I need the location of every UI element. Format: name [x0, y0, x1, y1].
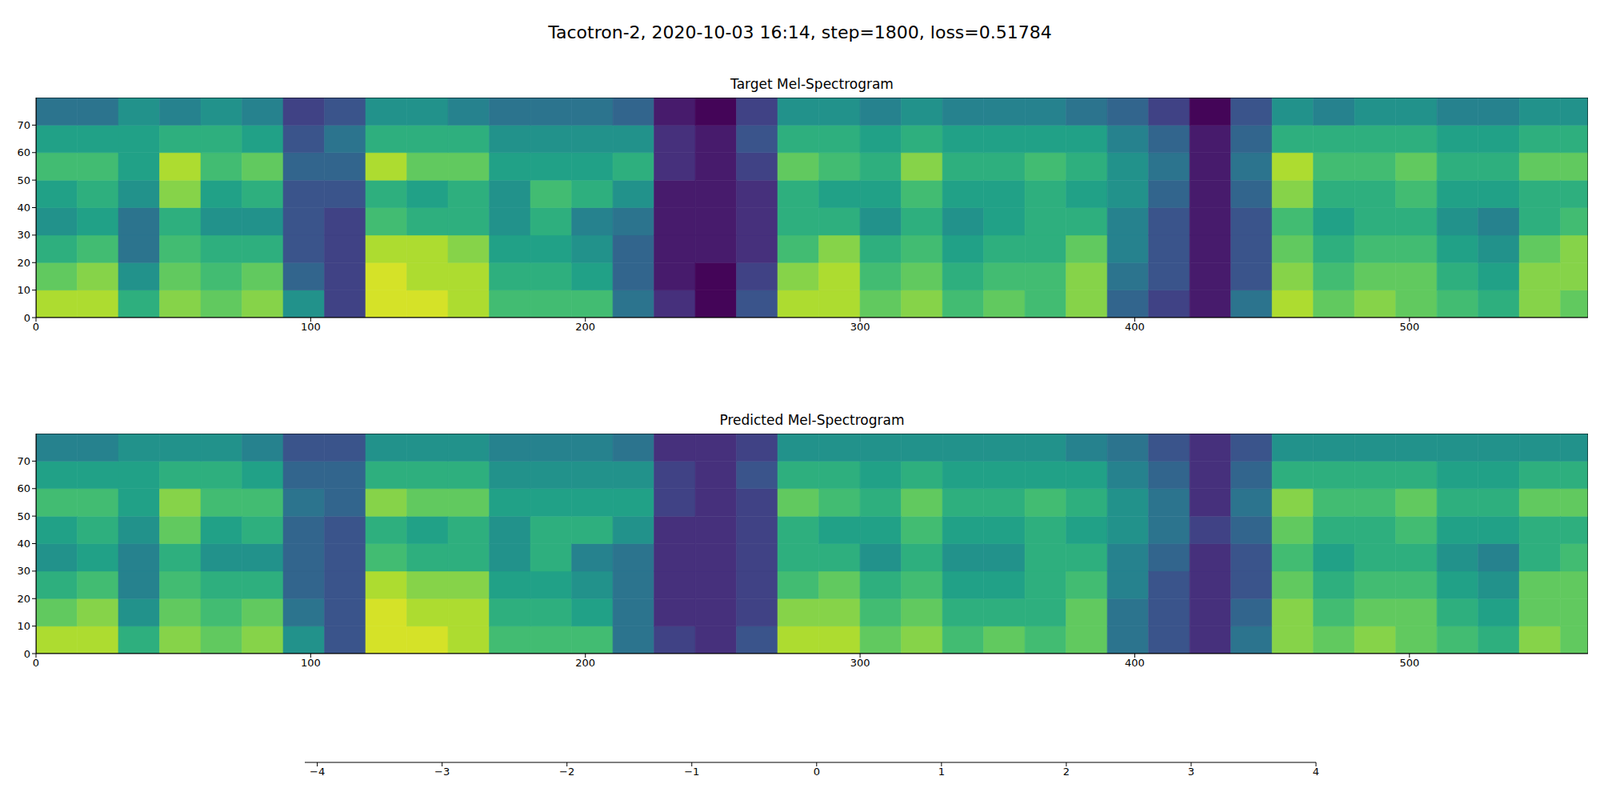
svg-text:1: 1 — [938, 765, 945, 778]
svg-text:10: 10 — [16, 620, 31, 632]
svg-text:−3: −3 — [434, 765, 450, 778]
svg-text:50: 50 — [16, 510, 31, 523]
svg-text:2: 2 — [1063, 765, 1070, 778]
svg-text:10: 10 — [16, 284, 31, 296]
svg-text:0: 0 — [24, 648, 31, 660]
svg-text:100: 100 — [300, 320, 321, 333]
svg-text:−4: −4 — [309, 765, 325, 778]
html-text:Tacotron-2, 2020-10-03 16:14,: Tacotron-2, 2020-10-03 16:14, step=1800,… — [548, 22, 1052, 43]
svg-text:500: 500 — [1399, 656, 1420, 669]
html-text:Predicted Mel-Spectrogram: Predicted Mel-Spectrogram — [719, 412, 905, 428]
svg-text:20: 20 — [16, 256, 31, 269]
svg-text:200: 200 — [575, 320, 596, 333]
svg-text:−2: −2 — [559, 765, 575, 778]
svg-text:0: 0 — [32, 656, 40, 669]
svg-text:500: 500 — [1399, 320, 1420, 333]
svg-text:0: 0 — [32, 320, 40, 333]
svg-text:30: 30 — [16, 228, 31, 241]
svg-text:40: 40 — [16, 537, 31, 550]
svg-text:300: 300 — [850, 656, 871, 669]
svg-text:70: 70 — [16, 119, 31, 132]
svg-text:400: 400 — [1124, 656, 1145, 669]
svg-text:0: 0 — [813, 765, 820, 778]
svg-text:4: 4 — [1312, 765, 1320, 778]
svg-text:20: 20 — [16, 592, 31, 605]
svg-text:50: 50 — [16, 174, 31, 187]
svg-text:200: 200 — [575, 656, 596, 669]
svg-text:100: 100 — [300, 656, 321, 669]
svg-text:300: 300 — [850, 320, 871, 333]
svg-text:−1: −1 — [684, 765, 700, 778]
svg-text:30: 30 — [16, 564, 31, 577]
svg-text:3: 3 — [1188, 765, 1195, 778]
html-text:Target Mel-Spectrogram: Target Mel-Spectrogram — [730, 76, 894, 92]
svg-text:40: 40 — [16, 201, 31, 214]
svg-text:400: 400 — [1124, 320, 1145, 333]
svg-text:0: 0 — [24, 312, 31, 324]
svg-text:60: 60 — [16, 482, 31, 495]
svg-text:70: 70 — [16, 455, 31, 468]
svg-text:60: 60 — [16, 146, 31, 159]
